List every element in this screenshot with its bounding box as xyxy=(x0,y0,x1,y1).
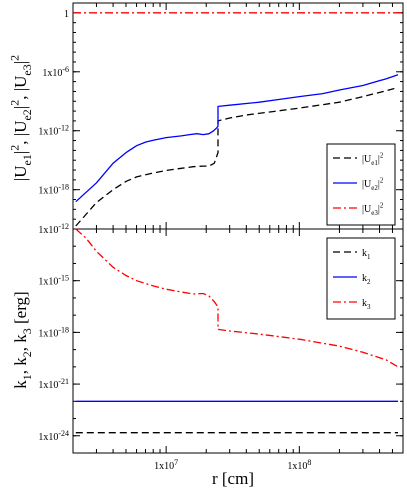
series-line-2 xyxy=(75,74,399,203)
y-tick-label: 1x10-12 xyxy=(38,124,69,138)
y-tick-label: 1x10-18 xyxy=(38,325,69,339)
legend-label-1: |Ue1|2 xyxy=(362,152,384,168)
y-tick-label: 1x10-12 xyxy=(38,222,69,236)
y-axis-label-top: |Ue1|2, |Ue2|2, |Ue3|2 xyxy=(7,55,34,181)
legend-box xyxy=(326,237,396,320)
y-tick-label: 1 xyxy=(64,9,69,20)
panel-bottom: 1x10-12 1x10-15 1x10-18 1x10-21 1x10-24 1x107… xyxy=(38,222,404,472)
y-tick-label: 1x10-24 xyxy=(38,429,69,443)
y-tick-label: 1x10-15 xyxy=(38,274,69,288)
x-axis-label: r [cm] xyxy=(212,469,254,488)
legend-label-1: k1 xyxy=(362,248,371,261)
y-tick-label: 1x10-21 xyxy=(38,377,69,391)
series-line-1 xyxy=(75,86,399,227)
legend-label-3: k3 xyxy=(362,298,371,311)
x-tick-label: 1x108 xyxy=(287,458,311,472)
legend-label-2: |Ue2|2 xyxy=(362,177,384,193)
y-axis-label-bottom: k1, k2, k3 [erg] xyxy=(11,291,34,388)
legend-label-3: |Ue3|2 xyxy=(362,202,384,218)
x-tick-label: 1x107 xyxy=(154,458,178,472)
legend-label-2: k2 xyxy=(362,273,371,286)
plot-frame xyxy=(72,228,404,454)
legend-box xyxy=(326,143,396,226)
series-line-3 xyxy=(75,228,399,368)
panel-top: 1 1x10-6 1x10-12 1x10-18 |Ue1|2 |Ue2|2 |Ue3|2 xyxy=(38,2,404,230)
y-tick-label: 1x10-18 xyxy=(38,183,69,197)
y-tick-label: 1x10-6 xyxy=(42,65,69,79)
